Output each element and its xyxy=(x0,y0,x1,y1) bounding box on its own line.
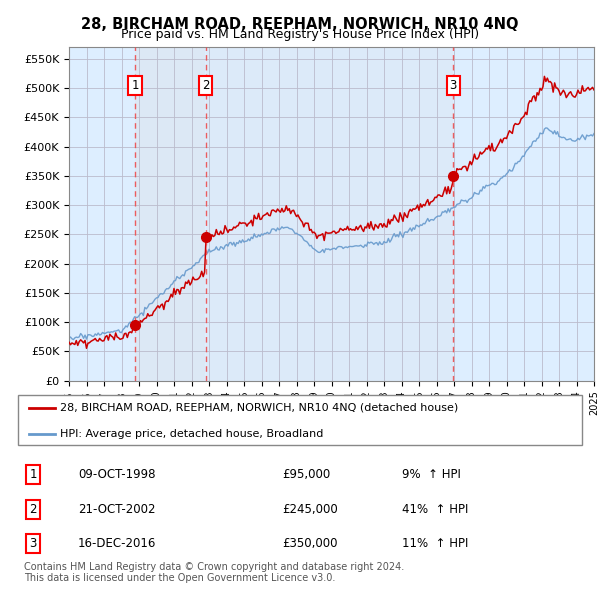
Text: 28, BIRCHAM ROAD, REEPHAM, NORWICH, NR10 4NQ (detached house): 28, BIRCHAM ROAD, REEPHAM, NORWICH, NR10… xyxy=(60,403,458,413)
Text: Price paid vs. HM Land Registry's House Price Index (HPI): Price paid vs. HM Land Registry's House … xyxy=(121,28,479,41)
Text: 1: 1 xyxy=(29,468,37,481)
Text: Contains HM Land Registry data © Crown copyright and database right 2024.
This d: Contains HM Land Registry data © Crown c… xyxy=(24,562,404,584)
Text: 1: 1 xyxy=(131,78,139,91)
Text: 41%  ↑ HPI: 41% ↑ HPI xyxy=(402,503,469,516)
Text: 28, BIRCHAM ROAD, REEPHAM, NORWICH, NR10 4NQ: 28, BIRCHAM ROAD, REEPHAM, NORWICH, NR10… xyxy=(81,17,519,31)
Text: 21-OCT-2002: 21-OCT-2002 xyxy=(78,503,155,516)
Text: 16-DEC-2016: 16-DEC-2016 xyxy=(78,537,157,550)
Text: 3: 3 xyxy=(29,537,37,550)
Bar xyxy=(135,47,205,381)
Text: 2: 2 xyxy=(202,78,209,91)
Text: 11%  ↑ HPI: 11% ↑ HPI xyxy=(402,537,469,550)
Text: £245,000: £245,000 xyxy=(282,503,338,516)
Text: 2: 2 xyxy=(29,503,37,516)
Text: 9%  ↑ HPI: 9% ↑ HPI xyxy=(402,468,461,481)
Text: HPI: Average price, detached house, Broadland: HPI: Average price, detached house, Broa… xyxy=(60,430,323,440)
Text: £95,000: £95,000 xyxy=(282,468,330,481)
Bar xyxy=(205,47,454,381)
Text: 09-OCT-1998: 09-OCT-1998 xyxy=(78,468,155,481)
Text: £350,000: £350,000 xyxy=(282,537,337,550)
Text: 3: 3 xyxy=(449,78,457,91)
